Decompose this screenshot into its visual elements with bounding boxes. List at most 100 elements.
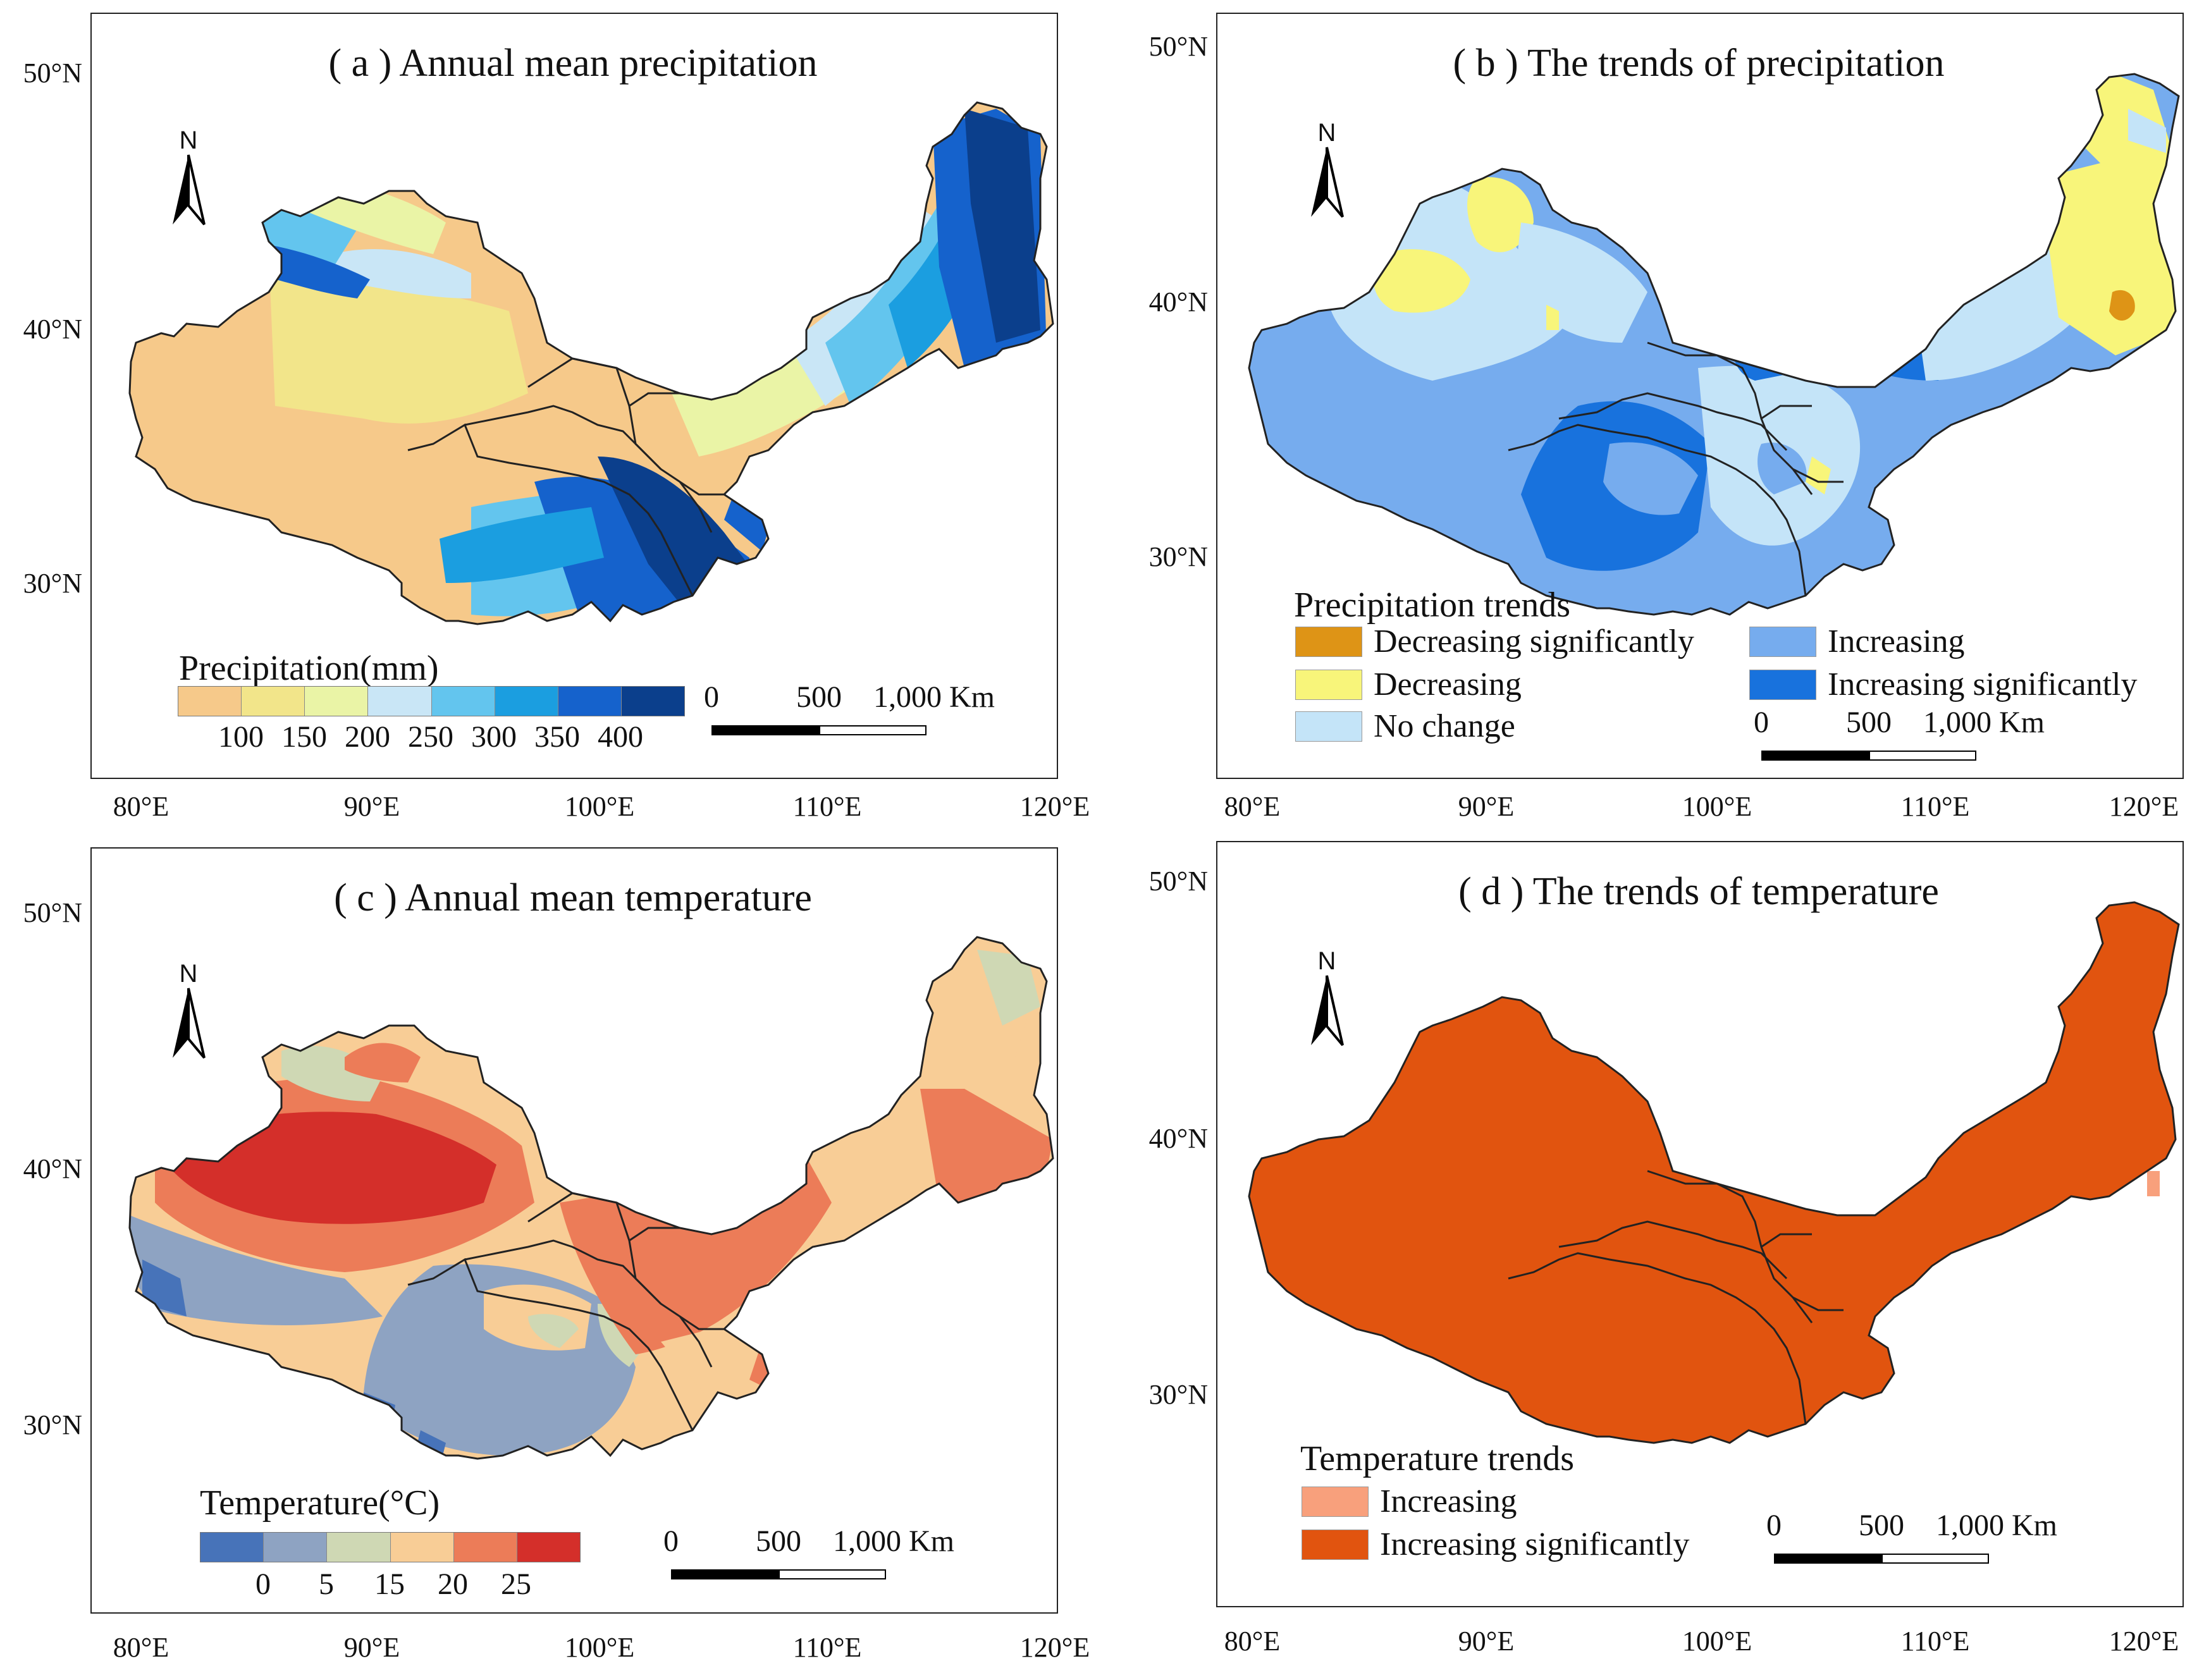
scale-label: 1,000 Km [1936,1509,2057,1542]
legend-label: No change [1374,708,1515,744]
scale-label: 0 [704,680,719,714]
legend-item-increasing: Increasing [1749,623,1965,660]
lat-label: 50°N [23,897,82,928]
legend-label: Increasing [1380,1483,1517,1519]
temperature-map [92,849,1057,1612]
north-label: N [179,126,198,154]
precipitation-map [92,14,1057,778]
scale-label: 500 [756,1524,801,1558]
scale-bar-white [1881,1554,1989,1564]
lon-label: 90°E [1458,791,1515,822]
lon-label: 100°E [564,791,635,822]
panel-c-temperature: ( c ) Annual mean temperature Temperatur… [90,847,1058,1614]
colorbar-swatch [242,687,305,716]
legend-swatch [1302,1529,1369,1560]
north-arrow: N [160,126,217,234]
precipitation-trend-map [1217,14,2182,778]
lon-label: 120°E [2109,1626,2179,1657]
north-arrow-icon [173,154,206,226]
lon-label: 120°E [1019,1632,1090,1663]
lat-label: 40°N [1148,286,1208,317]
legend-item-increasing: Increasing [1302,1483,1517,1520]
colorbar-label: 25 [501,1567,531,1601]
lat-label: 50°N [23,58,82,89]
lat-label: 50°N [1148,866,1208,897]
lon-label: 100°E [564,1632,635,1663]
colorbar-swatch [621,687,684,716]
scale-label: 500 [1859,1509,1904,1542]
north-arrow: N [1298,947,1355,1055]
legend-item-increasing-significantly: Increasing significantly [1302,1526,1690,1563]
lat-label: 50°N [1148,31,1208,62]
colorbar-swatch [327,1533,391,1562]
lon-label: 110°E [792,1632,862,1663]
legend-item-decreasing-significantly: Decreasing significantly [1295,623,1694,660]
legend-title: Temperature(°C) [200,1483,440,1523]
lon-label: 110°E [792,791,862,822]
legend-swatch [1295,711,1362,742]
colorbar-label: 300 [471,720,517,754]
scale-bar: 0 500 1,000 Km [704,680,995,743]
lon-label: 100°E [1682,791,1752,822]
legend-swatch [1295,669,1362,700]
legend-label: Decreasing significantly [1374,623,1694,659]
colorbar-label: 400 [598,720,643,754]
colorbar-swatch [453,1533,517,1562]
colorbar-label: 200 [345,720,390,754]
colorbar-swatch [517,1533,581,1562]
map-frame [1216,841,2184,1607]
colorbar-label: 15 [374,1567,405,1601]
temperature-trend-map [1217,842,2182,1606]
lat-label: 40°N [1148,1123,1208,1154]
north-arrow: N [1298,119,1355,226]
lon-label: 90°E [343,791,400,822]
scale-bar-black [1774,1554,1881,1564]
lat-label: 30°N [23,568,82,599]
scale-label: 1,000 Km [873,680,995,714]
temperature-colorbar [200,1532,581,1562]
north-label: N [1317,119,1336,147]
colorbar-swatch [495,687,558,716]
lon-label: 90°E [1458,1626,1515,1657]
legend-item-no-change: No change [1295,708,1515,745]
lon-label: 110°E [1900,1626,1970,1657]
lon-label: 120°E [1019,791,1090,822]
colorbar-swatch [178,687,242,716]
scale-bar: 0 500 1,000 Km [1754,705,2045,768]
legend-title: Temperature trends [1300,1439,1574,1478]
lon-label: 120°E [2109,791,2179,822]
panel-title: ( b ) The trends of precipitation [1453,42,1945,85]
legend-label: Decreasing [1374,666,1522,702]
north-arrow-icon [1311,147,1344,218]
lat-label: 40°N [23,1153,82,1184]
scale-label: 500 [796,680,842,714]
panel-a-precipitation: ( a ) Annual mean precipitation Precipit… [90,13,1058,779]
legend-item-increasing-significantly: Increasing significantly [1749,666,2138,703]
colorbar-labels: 100 150 200 250 300 350 400 [178,720,684,757]
north-label: N [1317,947,1336,975]
scale-bar: 0 500 1,000 Km [663,1524,954,1587]
scale-label: 0 [1766,1509,1782,1542]
lon-label: 100°E [1682,1626,1752,1657]
scale-label: 1,000 Km [833,1524,954,1558]
scale-label: 0 [1754,706,1769,739]
scale-bar-black [671,1569,779,1579]
colorbar-labels: 0 5 15 20 25 [200,1567,579,1605]
scale-bar: 0 500 1,000 Km [1766,1508,2057,1571]
legend-swatch [1749,669,1816,700]
lat-label: 30°N [1148,1379,1208,1410]
scale-label: 1,000 Km [1923,706,2045,739]
scale-bar-white [819,725,927,735]
map-frame [90,847,1058,1614]
lon-label: 80°E [1224,1626,1281,1657]
lon-label: 80°E [1224,791,1281,822]
colorbar-swatch [558,687,622,716]
colorbar-swatch [368,687,432,716]
colorbar-label: 350 [534,720,580,754]
colorbar-swatch [390,1533,454,1562]
scale-label: 500 [1846,706,1892,739]
scale-bar-black [1761,751,1869,761]
lat-label: 40°N [23,314,82,345]
colorbar-swatch [431,687,495,716]
north-arrow: N [160,960,217,1067]
